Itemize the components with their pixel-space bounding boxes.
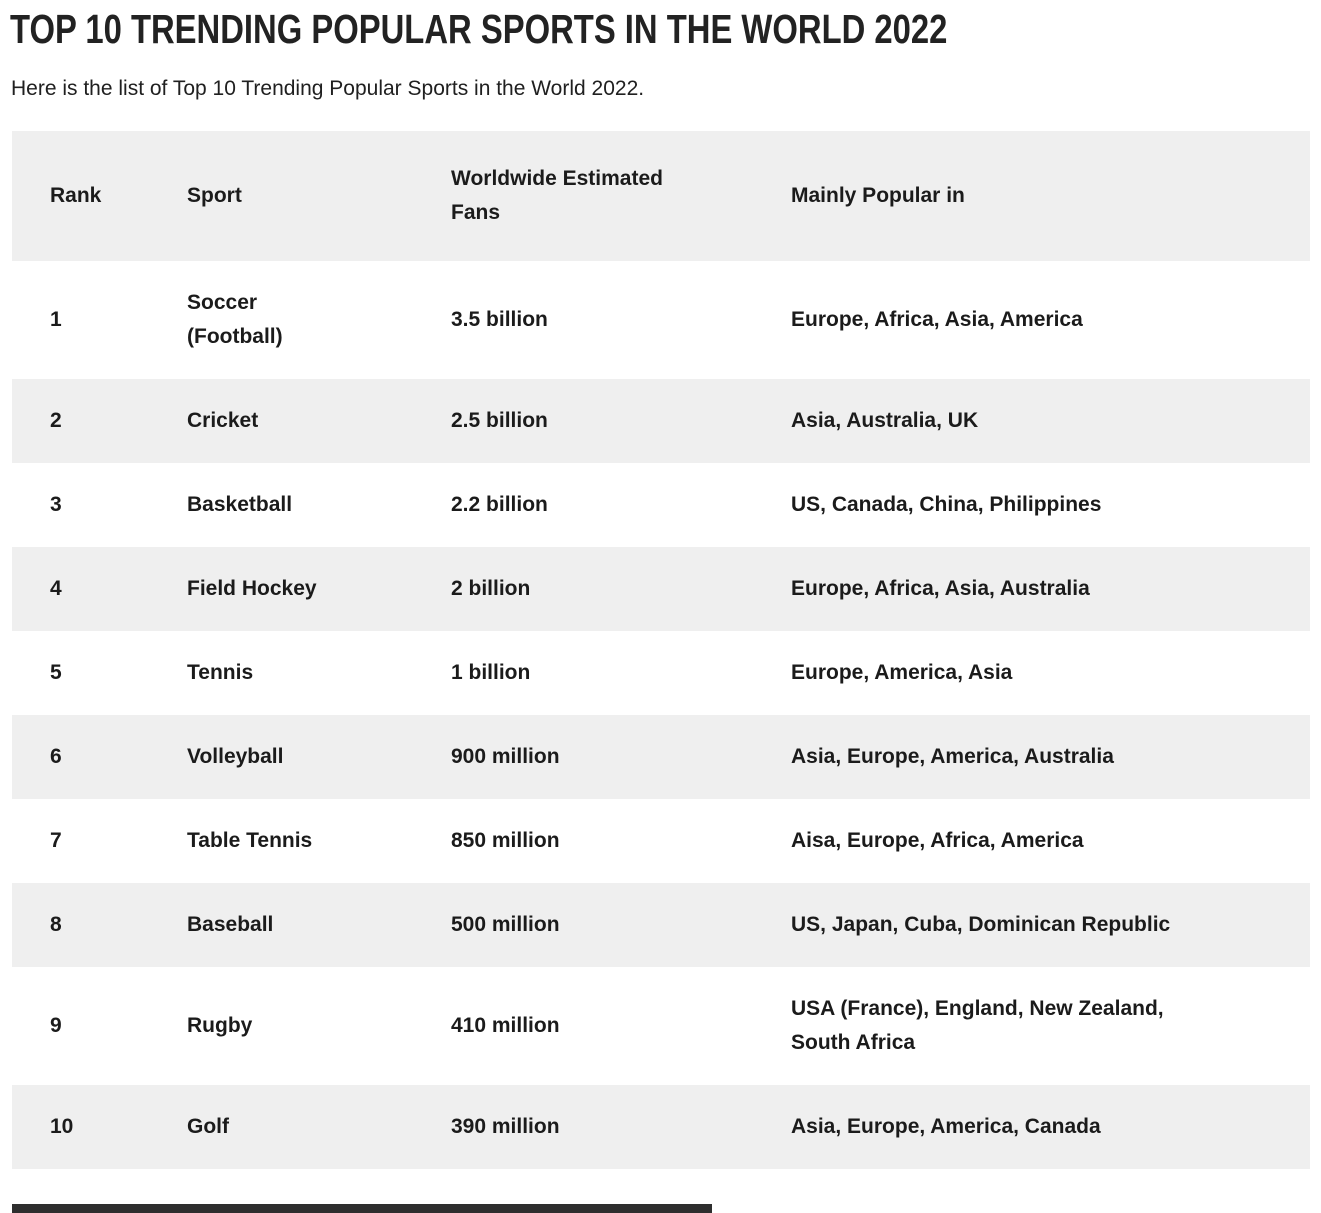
cell-fans: 2.2 billion — [451, 493, 548, 517]
table-header-row: Rank Sport Worldwide Estimated Fans Main… — [12, 131, 1310, 262]
cell-fans: 3.5 billion — [451, 308, 548, 332]
cell-rank: 7 — [50, 829, 62, 853]
partial-next-section-strip — [12, 1204, 712, 1213]
table-row: 9 Rugby 410 million USA (France), Englan… — [12, 967, 1310, 1086]
cell-sport: Volleyball — [187, 745, 284, 769]
table-row: 7 Table Tennis 850 million Aisa, Europe,… — [12, 799, 1310, 884]
cell-popular-in: Asia, Europe, America, Canada — [791, 1115, 1101, 1139]
table-row: 4 Field Hockey 2 billion Europe, Africa,… — [12, 547, 1310, 632]
cell-rank: 5 — [50, 661, 62, 685]
sports-table: Rank Sport Worldwide Estimated Fans Main… — [12, 131, 1310, 1170]
cell-sport: Baseball — [187, 913, 274, 937]
cell-rank: 9 — [50, 1014, 62, 1038]
cell-sport: Table Tennis — [187, 829, 313, 853]
cell-sport: Soccer (Football) — [187, 291, 283, 349]
cell-popular-in: Europe, Africa, Asia, America — [791, 308, 1083, 332]
cell-fans: 1 billion — [451, 661, 531, 685]
page-subtitle: Here is the list of Top 10 Trending Popu… — [11, 77, 645, 100]
col-header-rank: Rank — [50, 184, 102, 207]
cell-rank: 2 — [50, 409, 62, 433]
cell-popular-in: Europe, America, Asia — [791, 661, 1013, 685]
cell-sport: Cricket — [187, 409, 259, 433]
col-header-sport: Sport — [187, 184, 242, 207]
cell-popular-in: US, Canada, China, Philippines — [791, 493, 1102, 517]
col-header-fans: Worldwide Estimated Fans — [451, 167, 663, 225]
cell-rank: 4 — [50, 577, 62, 601]
table-row: 8 Baseball 500 million US, Japan, Cuba, … — [12, 883, 1310, 968]
cell-popular-in: USA (France), England, New Zealand, Sout… — [791, 997, 1164, 1055]
cell-fans: 850 million — [451, 829, 560, 853]
page-title: TOP 10 TRENDING POPULAR SPORTS IN THE WO… — [10, 6, 948, 52]
col-header-popular-in: Mainly Popular in — [791, 184, 965, 207]
cell-sport: Basketball — [187, 493, 293, 517]
table-row: 10 Golf 390 million Asia, Europe, Americ… — [12, 1085, 1310, 1170]
cell-popular-in: Asia, Australia, UK — [791, 409, 979, 433]
cell-sport: Tennis — [187, 661, 254, 685]
cell-rank: 6 — [50, 745, 62, 769]
table-row: 3 Basketball 2.2 billion US, Canada, Chi… — [12, 463, 1310, 548]
cell-popular-in: Asia, Europe, America, Australia — [791, 745, 1114, 769]
cell-popular-in: Aisa, Europe, Africa, America — [791, 829, 1084, 853]
cell-fans: 390 million — [451, 1115, 560, 1139]
cell-sport: Rugby — [187, 1014, 253, 1038]
cell-rank: 1 — [50, 308, 62, 332]
cell-popular-in: US, Japan, Cuba, Dominican Republic — [791, 913, 1171, 937]
cell-rank: 8 — [50, 913, 62, 937]
cell-fans: 410 million — [451, 1014, 560, 1038]
table-row: 6 Volleyball 900 million Asia, Europe, A… — [12, 715, 1310, 800]
cell-sport: Field Hockey — [187, 577, 317, 601]
cell-sport: Golf — [187, 1115, 229, 1139]
cell-fans: 900 million — [451, 745, 560, 769]
table-row: 2 Cricket 2.5 billion Asia, Australia, U… — [12, 379, 1310, 464]
cell-fans: 500 million — [451, 913, 560, 937]
cell-rank: 10 — [50, 1115, 74, 1139]
cell-fans: 2.5 billion — [451, 409, 548, 433]
table-row: 1 Soccer (Football) 3.5 billion Europe, … — [12, 261, 1310, 380]
cell-fans: 2 billion — [451, 577, 531, 601]
cell-rank: 3 — [50, 493, 62, 517]
table-row: 5 Tennis 1 billion Europe, America, Asia — [12, 631, 1310, 716]
cell-popular-in: Europe, Africa, Asia, Australia — [791, 577, 1090, 601]
